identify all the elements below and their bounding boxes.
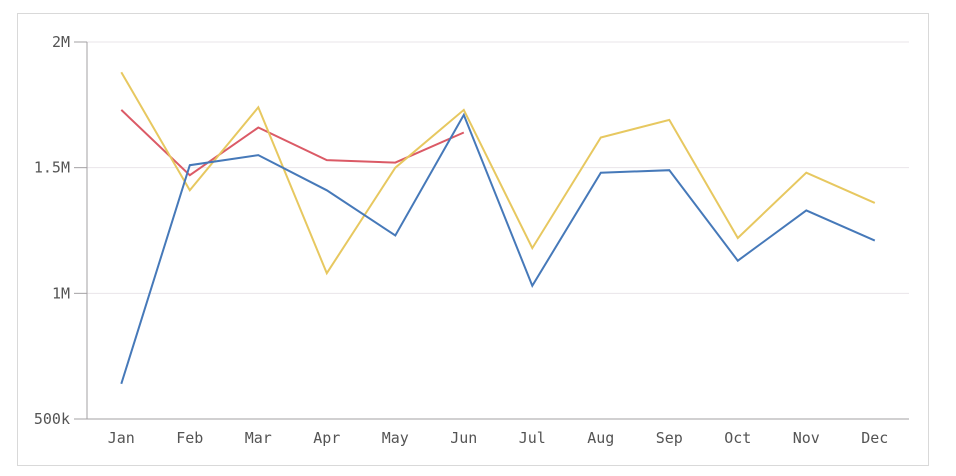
x-label-Sep: Sep — [656, 429, 683, 447]
x-label-May: May — [382, 429, 409, 447]
x-label-Nov: Nov — [793, 429, 820, 447]
x-label-Oct: Oct — [724, 429, 751, 447]
x-label-Apr: Apr — [313, 429, 340, 447]
x-label-Aug: Aug — [587, 429, 614, 447]
y-tick-label-500k: 500k — [34, 410, 70, 428]
x-label-Jan: Jan — [108, 429, 135, 447]
series-red-line[interactable] — [120, 109, 465, 177]
y-tick-label-1M: 1M — [52, 284, 70, 302]
y-tick-label-2M: 2M — [52, 33, 70, 51]
x-label-Jul: Jul — [519, 429, 546, 447]
x-label-Mar: Mar — [245, 429, 272, 447]
x-label-Dec: Dec — [861, 429, 888, 447]
line-chart: 500k 1M 1.5M 2M Jan Feb Mar Apr May Jun Jul Aug Sep O… — [34, 33, 909, 447]
x-label-Feb: Feb — [176, 429, 203, 447]
y-tick-label-1.5M: 1.5M — [34, 159, 70, 177]
chart-panel: 500k 1M 1.5M 2M Jan Feb Mar Apr May Jun Jul Aug Sep O… — [17, 13, 929, 466]
x-label-Jun: Jun — [450, 429, 477, 447]
series-blue-line[interactable] — [120, 112, 876, 385]
series-gold-line[interactable] — [120, 71, 876, 276]
